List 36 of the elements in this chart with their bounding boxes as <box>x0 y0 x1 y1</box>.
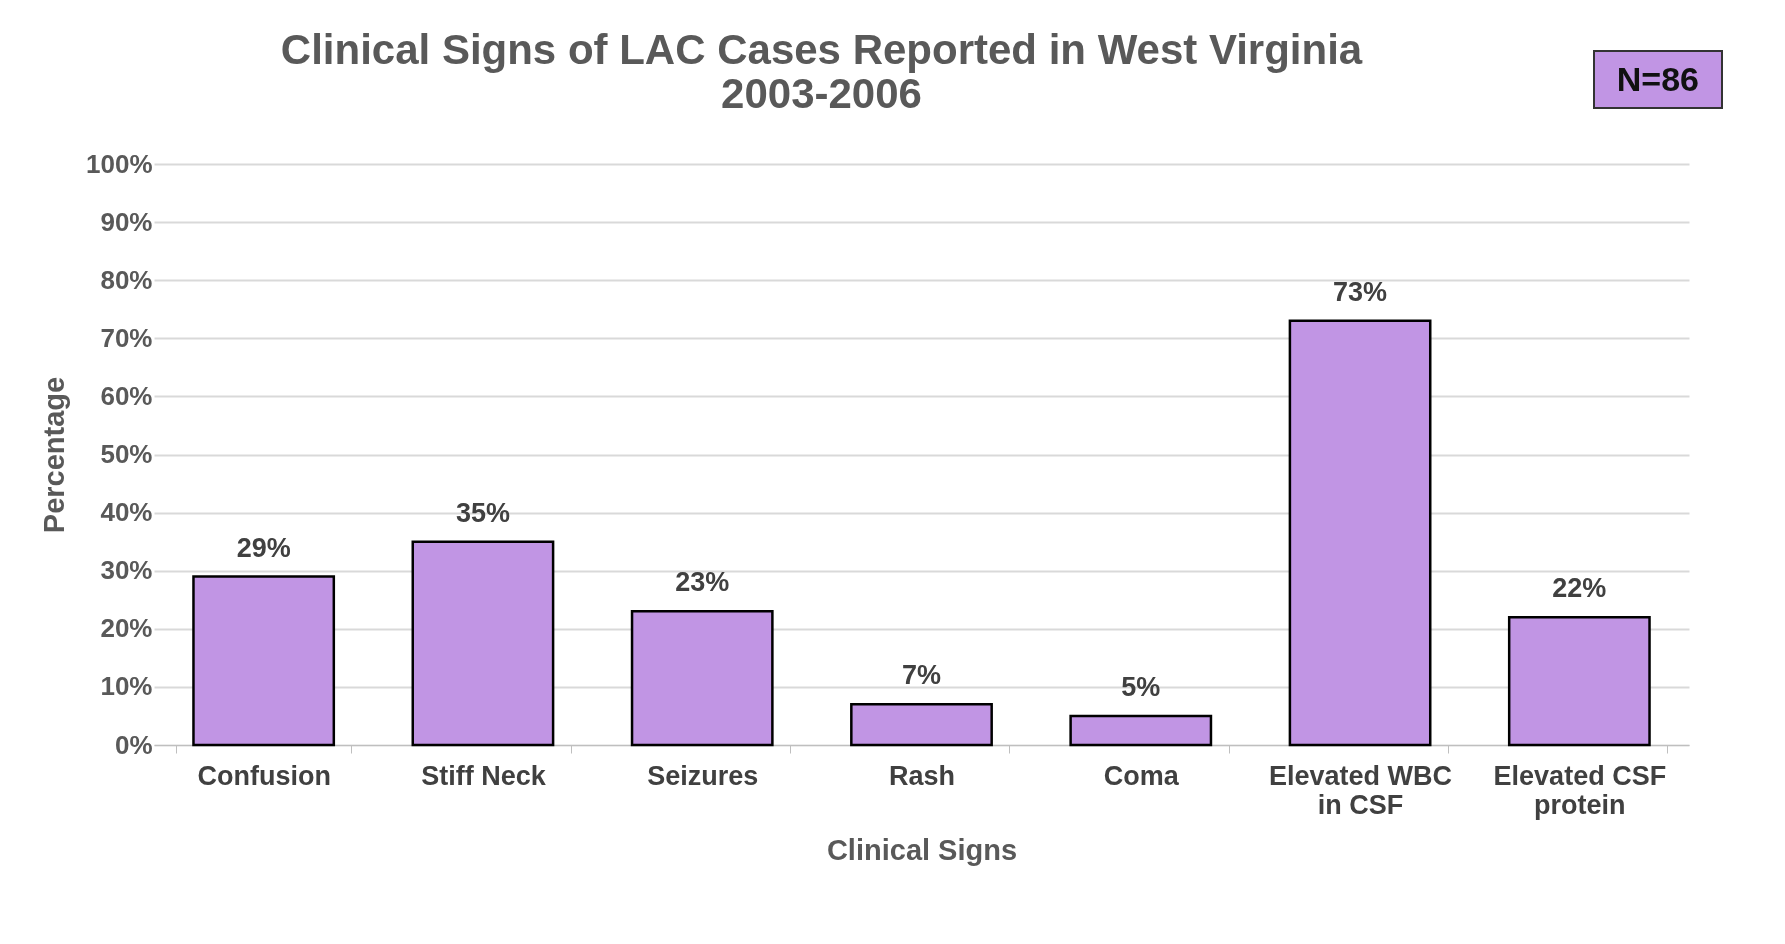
bar <box>411 540 555 747</box>
bar <box>1288 319 1432 747</box>
x-tick-label: Confusion <box>197 760 331 791</box>
y-tick-label: 100% <box>86 148 153 179</box>
data-label: 7% <box>901 660 942 691</box>
x-tick-label: Seizures <box>647 760 759 791</box>
y-tick-label: 30% <box>100 555 153 586</box>
bar <box>850 703 993 747</box>
x-tick-label: Elevated WBC in CSF <box>1269 760 1453 820</box>
y-tick-label: 70% <box>100 322 153 353</box>
text: N=86 <box>1592 50 1723 109</box>
data-label: 22% <box>1552 573 1607 604</box>
data-label: 73% <box>1333 276 1388 307</box>
y-tick-label: 60% <box>100 380 153 411</box>
x-tick-label: Coma <box>1103 760 1180 791</box>
x-tick-label: Rash <box>888 760 956 791</box>
bar <box>192 575 336 747</box>
data-label: 29% <box>236 532 291 563</box>
y-tick-label: 90% <box>100 206 153 237</box>
y-tick-label: 10% <box>100 671 153 702</box>
bar <box>1507 615 1651 747</box>
data-label: 5% <box>1121 671 1161 702</box>
x-axis-title: Clinical Signs <box>826 833 1018 866</box>
x-tick-label: Stiff Neck <box>421 760 547 791</box>
y-tick-label: 20% <box>100 613 153 644</box>
bar <box>1069 714 1213 747</box>
text: Clinical Signs of LAC Cases Reported in West Virginia <box>280 26 1363 73</box>
y-tick-label: 40% <box>100 497 153 528</box>
x-tick-label: Elevated CSF protein <box>1493 760 1667 820</box>
data-label: 23% <box>675 567 730 598</box>
y-tick-label: 50% <box>100 439 153 469</box>
y-tick-label: 80% <box>100 264 153 295</box>
data-label: 35% <box>455 497 510 528</box>
y-axis-title: Percentage <box>38 376 70 534</box>
y-tick-label: 0% <box>114 729 153 760</box>
bar <box>630 610 774 747</box>
